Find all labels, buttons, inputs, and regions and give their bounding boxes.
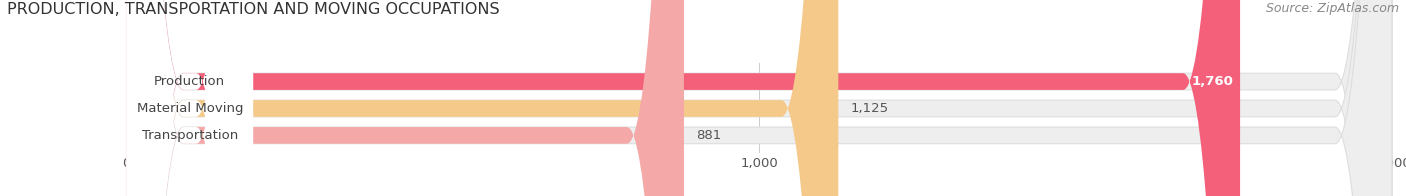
FancyBboxPatch shape	[127, 0, 683, 196]
Text: 1,760: 1,760	[1192, 75, 1234, 88]
FancyBboxPatch shape	[127, 0, 1240, 196]
FancyBboxPatch shape	[127, 0, 1392, 196]
Text: PRODUCTION, TRANSPORTATION AND MOVING OCCUPATIONS: PRODUCTION, TRANSPORTATION AND MOVING OC…	[7, 2, 499, 17]
FancyBboxPatch shape	[127, 0, 253, 196]
Text: 1,125: 1,125	[851, 102, 889, 115]
Text: Source: ZipAtlas.com: Source: ZipAtlas.com	[1265, 2, 1399, 15]
FancyBboxPatch shape	[127, 0, 253, 196]
FancyBboxPatch shape	[127, 0, 1392, 196]
Text: Transportation: Transportation	[142, 129, 238, 142]
Text: Production: Production	[155, 75, 225, 88]
FancyBboxPatch shape	[127, 0, 838, 196]
FancyBboxPatch shape	[127, 0, 1392, 196]
Text: Material Moving: Material Moving	[136, 102, 243, 115]
FancyBboxPatch shape	[127, 0, 253, 196]
Text: 881: 881	[696, 129, 721, 142]
